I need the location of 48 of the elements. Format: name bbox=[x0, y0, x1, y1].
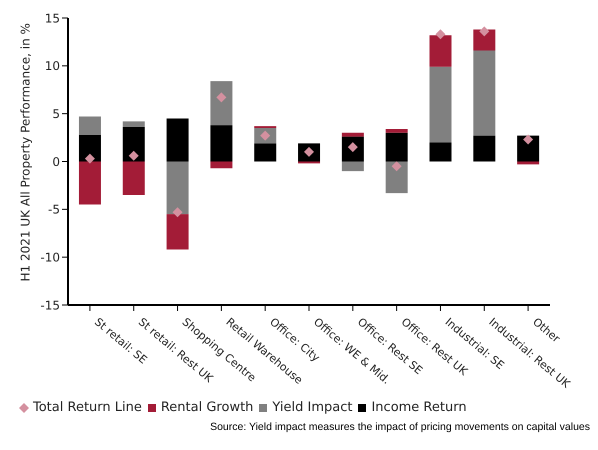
point bbox=[172, 207, 183, 218]
bar bbox=[122, 127, 145, 162]
y-tick-label: -5 bbox=[48, 202, 60, 217]
bar bbox=[473, 136, 496, 162]
y-tick-label: -15 bbox=[40, 298, 60, 312]
legend-label: Income Return bbox=[371, 400, 467, 415]
bar bbox=[166, 162, 189, 214]
bar bbox=[517, 162, 540, 164]
point bbox=[216, 92, 226, 102]
bar bbox=[430, 142, 452, 162]
bar bbox=[166, 214, 189, 250]
point bbox=[523, 134, 534, 144]
bar bbox=[210, 81, 232, 126]
bar bbox=[78, 134, 101, 162]
point bbox=[84, 154, 95, 164]
bar bbox=[473, 50, 496, 136]
bar bbox=[166, 118, 189, 162]
y-axis-title: H1 2021 UK All Property Performance, in % bbox=[18, 23, 32, 282]
bar bbox=[342, 132, 364, 137]
bar bbox=[78, 116, 101, 135]
point bbox=[392, 161, 402, 172]
legend-label: Total Return Line bbox=[33, 400, 142, 415]
bar bbox=[122, 162, 145, 195]
bar bbox=[210, 162, 232, 168]
bar bbox=[342, 136, 364, 162]
source-note: Source: Yield impact measures the impact of pricing movements on capital values bbox=[209, 421, 590, 433]
bar bbox=[386, 132, 408, 162]
y-tick-label: 5 bbox=[52, 106, 60, 121]
y-tick-label: 15 bbox=[44, 11, 60, 26]
bar bbox=[254, 143, 276, 162]
bar bbox=[122, 121, 145, 128]
y-tick-label: 0 bbox=[52, 154, 60, 169]
y-tick-label: -10 bbox=[40, 250, 60, 264]
bar bbox=[342, 162, 364, 172]
y-tick-label: 10 bbox=[44, 59, 60, 74]
bar bbox=[386, 162, 408, 194]
bar bbox=[473, 29, 496, 51]
bar bbox=[386, 128, 408, 133]
legend-label: Yield Impact bbox=[272, 400, 352, 415]
bar bbox=[430, 66, 452, 142]
bar bbox=[517, 136, 540, 162]
point bbox=[128, 150, 139, 161]
point bbox=[479, 26, 490, 36]
bar bbox=[430, 35, 452, 67]
point bbox=[435, 29, 446, 40]
legend-label: Rental Growth bbox=[160, 400, 254, 415]
bar bbox=[78, 162, 101, 205]
bar bbox=[210, 125, 232, 162]
